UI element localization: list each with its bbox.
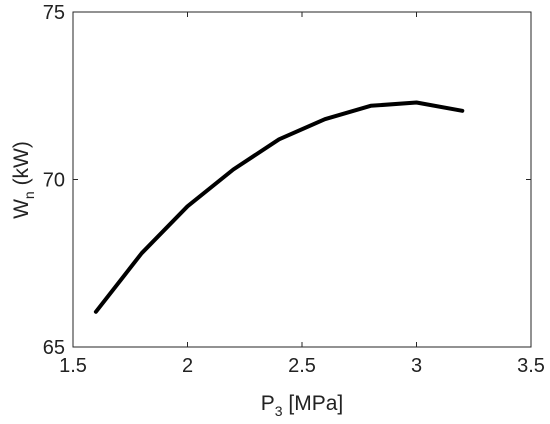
x-tick-label: 1.5 [59,355,87,377]
plot-area [73,12,531,347]
x-tick-label: 2.5 [288,355,316,377]
x-axis-label-sub: 3 [275,403,283,419]
y-axis-label-sub: n [21,191,37,199]
ticks: 1.5 2 2.5 3 3.5 65 70 75 [43,2,545,377]
x-tick-label: 3.5 [517,355,545,377]
x-tick-label: 2 [182,355,193,377]
y-axis-label-main: W [10,199,33,219]
y-axis-label-unit: (kW) [10,141,33,191]
x-tick-label: 3 [411,355,422,377]
y-tick-label: 65 [43,337,65,359]
x-axis-label-main: P [261,392,275,415]
x-axis-label: P3 [MPa] [261,392,344,419]
series-line [93,100,465,314]
y-axis-label: Wn (kW) [10,141,37,219]
y-tick-label: 75 [43,2,65,24]
x-axis-label-unit: [MPa] [283,392,344,415]
series-layer [93,100,465,314]
y-tick-label: 70 [43,170,65,192]
